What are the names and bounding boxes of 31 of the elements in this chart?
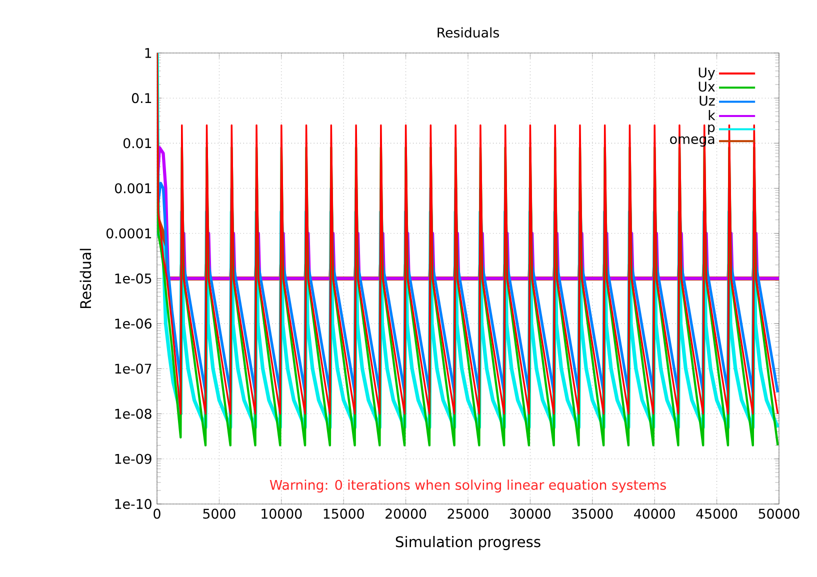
x-tick-label: 40000 [634, 508, 675, 519]
y-tick-label: 1e-10 [115, 498, 152, 510]
legend-label: k [708, 110, 716, 120]
y-tick-label: 0.01 [123, 138, 152, 148]
y-tick-label: 0.0001 [106, 228, 152, 238]
y-tick-label: 1 [145, 48, 152, 58]
x-tick-label: 20000 [386, 508, 426, 519]
x-tick-label: 0 [154, 508, 160, 519]
y-tick-label: 1e-08 [115, 408, 152, 419]
annotation: Warning: 0 iterations when solving linear equation systems [270, 480, 666, 493]
y-tick-label: 1e-09 [115, 454, 152, 464]
y-tick-label: 1e-05 [115, 273, 152, 284]
x-tick-label: 30000 [510, 508, 551, 519]
x-axis-title: Simulation progress [396, 536, 540, 550]
y-tick-label: 0.1 [132, 93, 152, 104]
x-tick-label: 35000 [572, 508, 613, 519]
y-tick-label: 1e-06 [115, 318, 152, 329]
y-tick-label: 1e-07 [115, 364, 152, 374]
chart-title: Residuals [438, 27, 500, 38]
legend-label: Uy [698, 68, 715, 80]
x-tick-label: 10000 [262, 508, 302, 519]
x-tick-label: 50000 [758, 508, 800, 519]
x-tick-label: 45000 [696, 508, 738, 519]
x-tick-label: 15000 [324, 508, 364, 519]
x-tick-label: 5000 [203, 508, 236, 519]
legend-label: p [708, 124, 715, 135]
x-tick-label: 25000 [448, 508, 488, 519]
y-axis-title: Residual [80, 248, 92, 308]
legend-label: Uz [700, 96, 715, 106]
y-tick-label: 0.001 [115, 183, 152, 194]
legend-label: Ux [698, 82, 715, 92]
